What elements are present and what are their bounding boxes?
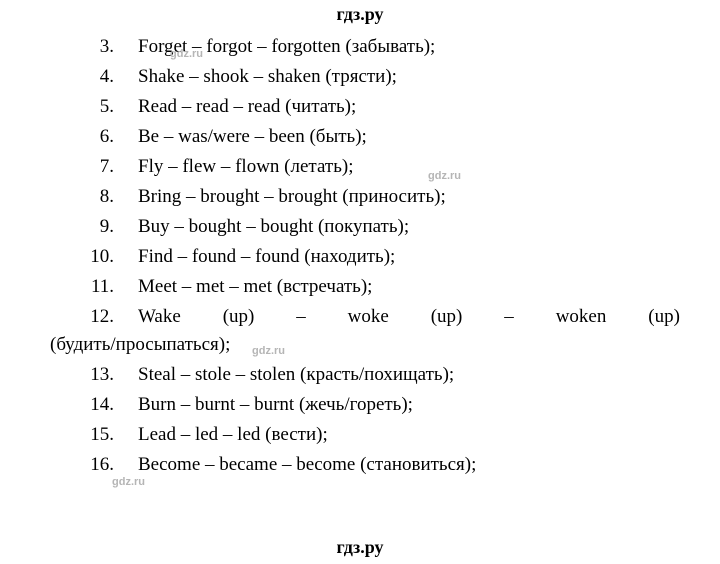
item-number: 16. [50,454,138,476]
item-number: 6. [50,126,138,148]
item-number: 8. [50,186,138,208]
item-number: 10. [50,246,138,268]
word: (up) [648,306,680,328]
word: Wake [138,306,181,328]
item-text: Read – read – read (читать); [138,96,680,118]
word: woke [348,306,389,328]
item-text: Buy – bought – bought (покупать); [138,216,680,238]
item-text: Meet – met – met (встречать); [138,276,680,298]
item-number: 5. [50,96,138,118]
list-item: 9. Buy – bought – bought (покупать); [50,216,680,238]
word: woken [556,306,607,328]
item-number: 4. [50,66,138,88]
list-item: 11. Meet – met – met (встречать); [50,276,680,298]
item-text: Lead – led – led (вести); [138,424,680,446]
verb-list: 3. Forget – forgot – forgotten (забывать… [50,36,680,484]
item-number: 3. [50,36,138,58]
item-number: 15. [50,424,138,446]
item-number: 13. [50,364,138,386]
item-text: Burn – burnt – burnt (жечь/гореть); [138,394,680,416]
item-number: 12. [50,306,138,328]
item-text: Fly – flew – flown (летать); [138,156,680,178]
list-item: 4. Shake – shook – shaken (трясти); [50,66,680,88]
item-number: 14. [50,394,138,416]
list-item: 15. Lead – led – led (вести); [50,424,680,446]
list-item: 6. Be – was/were – been (быть); [50,126,680,148]
list-item: 8. Bring – brought – brought (приносить)… [50,186,680,208]
list-item: 10. Find – found – found (находить); [50,246,680,268]
item-text: Be – was/were – been (быть); [138,126,680,148]
item-text: Shake – shook – shaken (трясти); [138,66,680,88]
list-item-12: 12. Wake (up) – woke (up) – woken (up) (… [50,306,680,356]
list-item: 13. Steal – stole – stolen (красть/похищ… [50,364,680,386]
site-footer: гдз.ру [0,537,720,558]
item-number: 7. [50,156,138,178]
item-text: Bring – brought – brought (приносить); [138,186,680,208]
word: – [296,306,306,328]
word: (up) [223,306,255,328]
item-text-justified: Wake (up) – woke (up) – woken (up) [138,306,680,328]
word: (up) [431,306,463,328]
item-number: 9. [50,216,138,238]
item-text: Forget – forgot – forgotten (забывать); [138,36,680,58]
site-header: гдз.ру [0,4,720,25]
site-name-top: гдз.ру [336,4,383,24]
item-continuation: (будить/просыпаться); [50,334,680,356]
item-text: Become – became – become (становиться); [138,454,680,476]
word: – [504,306,514,328]
list-item: 7. Fly – flew – flown (летать); [50,156,680,178]
list-item: 14. Burn – burnt – burnt (жечь/гореть); [50,394,680,416]
list-item: 3. Forget – forgot – forgotten (забывать… [50,36,680,58]
list-item: 5. Read – read – read (читать); [50,96,680,118]
site-name-bottom: гдз.ру [336,537,383,557]
item-text: Find – found – found (находить); [138,246,680,268]
item-text: Steal – stole – stolen (красть/похищать)… [138,364,680,386]
item-number: 11. [50,276,138,298]
list-item: 16. Become – became – become (становитьс… [50,454,680,476]
